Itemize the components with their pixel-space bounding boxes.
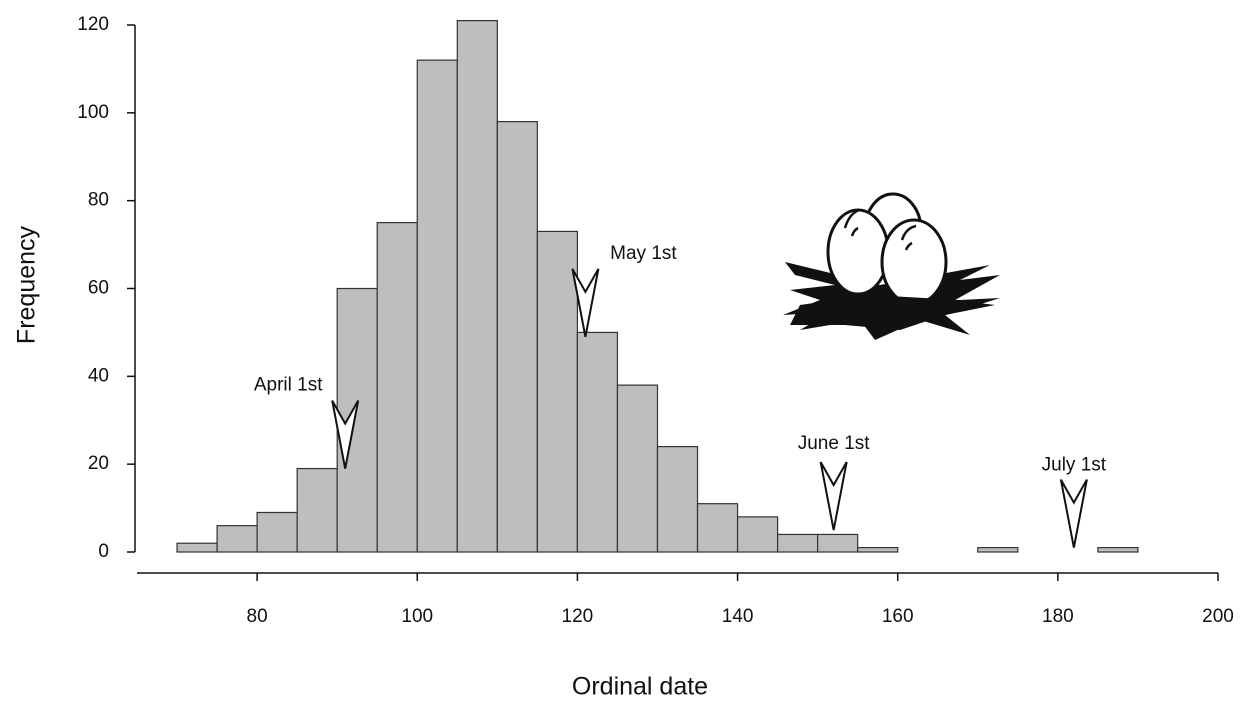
x-tick-label: 120	[562, 606, 594, 627]
y-tick-label: 120	[77, 14, 109, 35]
bar	[696, 503, 739, 553]
date-arrow	[819, 461, 848, 531]
date-arrow	[1059, 479, 1088, 548]
bar	[376, 222, 418, 553]
bar	[456, 20, 498, 553]
y-tick-label: 100	[77, 102, 109, 123]
bar	[536, 230, 579, 553]
x-tick-label: 100	[401, 606, 433, 627]
y-tick-label: 20	[88, 453, 109, 474]
bar	[656, 446, 699, 553]
y-tick-label: 80	[88, 190, 109, 211]
date-arrow	[331, 400, 360, 469]
x-tick-label: 80	[247, 606, 268, 627]
bar	[496, 121, 538, 553]
y-tick-label: 60	[88, 278, 109, 299]
bar	[857, 547, 899, 553]
nest-icon	[783, 192, 1000, 340]
bar	[296, 467, 338, 553]
bar	[817, 533, 859, 553]
y-tick-label: 40	[88, 365, 109, 386]
bar	[616, 384, 659, 553]
x-tick-label: 160	[882, 606, 914, 627]
bar	[216, 525, 258, 553]
date-annotation: July 1st	[1042, 455, 1107, 476]
bar	[1097, 547, 1139, 553]
x-tick-label: 200	[1202, 606, 1234, 627]
x-tick-label: 180	[1042, 606, 1074, 627]
bar	[776, 533, 819, 553]
bar	[736, 516, 779, 553]
bar	[176, 542, 218, 553]
x-tick-label: 140	[722, 606, 754, 627]
date-annotation: May 1st	[610, 243, 677, 264]
bar	[256, 511, 298, 553]
bar	[416, 59, 458, 553]
y-axis-label: Frequency	[13, 225, 41, 344]
date-annotation: June 1st	[798, 433, 871, 454]
x-axis-label: Ordinal date	[572, 673, 708, 701]
bar	[977, 547, 1019, 553]
date-arrow	[571, 268, 600, 337]
bar	[576, 331, 619, 553]
y-tick-label: 0	[98, 541, 109, 562]
date-annotation: April 1st	[254, 375, 323, 396]
